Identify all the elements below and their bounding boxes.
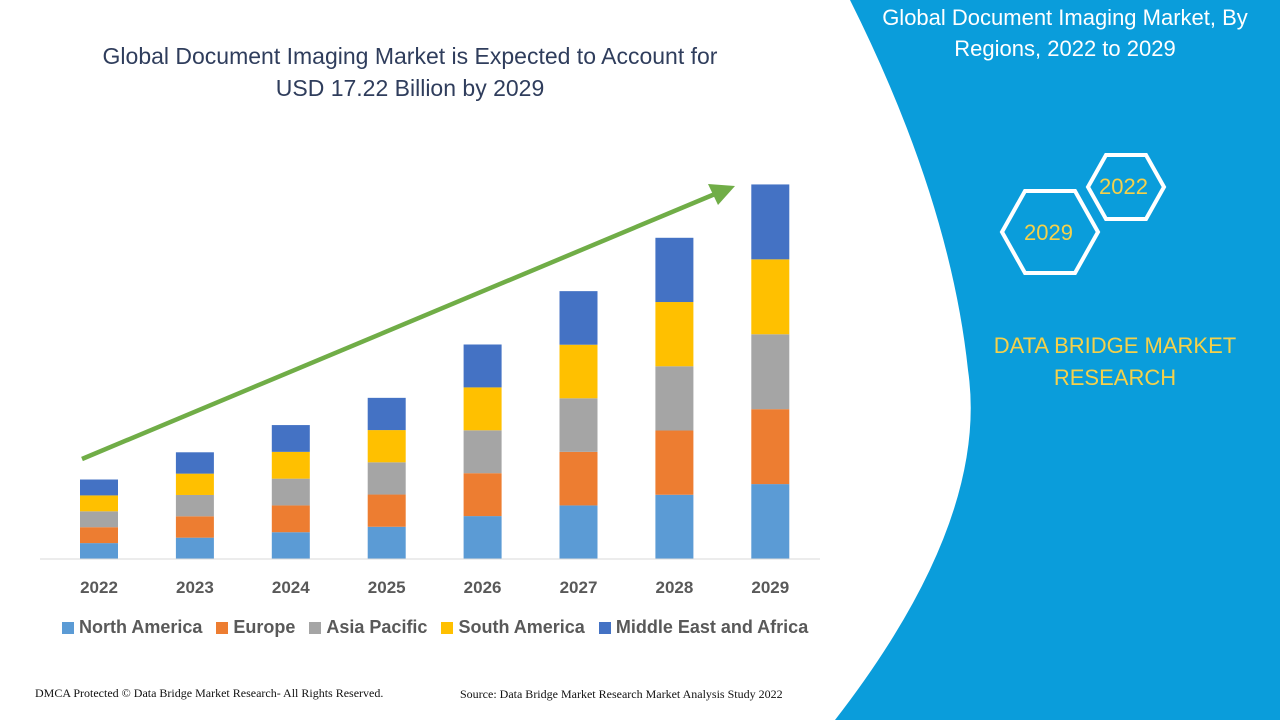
bar-2026-north-america — [463, 516, 502, 559]
bar-2023-asia-pacific — [175, 494, 214, 517]
trend-arrow — [81, 184, 735, 462]
bar-2027-south-america — [559, 344, 598, 399]
bar-2023-south-america — [175, 473, 214, 495]
bar-2028-south-america — [655, 302, 694, 367]
bar-2023-middle-east-and-africa — [175, 452, 214, 474]
bar-2024-south-america — [271, 451, 310, 479]
legend-item: North America — [62, 617, 202, 638]
brand-name: DATA BRIDGE MARKET RESEARCH — [993, 333, 1237, 390]
trend-arrow-line — [81, 191, 716, 462]
bar-2027-europe — [559, 451, 598, 506]
legend-label: Middle East and Africa — [615, 617, 809, 637]
x-tick-label: 2022 — [80, 578, 118, 597]
bar-2022-middle-east-and-africa — [80, 479, 118, 496]
source-note: Source: Data Bridge Market Research Mark… — [460, 687, 783, 701]
legend-item: Europe — [216, 617, 295, 638]
bar-2022-south-america — [80, 495, 118, 512]
legend-item: South America — [441, 617, 585, 638]
bar-2029-europe — [751, 409, 790, 485]
bar-2029-asia-pacific — [751, 334, 790, 410]
x-tick-label: 2027 — [560, 578, 598, 597]
legend-label: Europe — [233, 617, 296, 637]
bar-2027-north-america — [559, 505, 598, 559]
chart-legend: North America Europe Asia Pacific South Ame… — [62, 617, 808, 638]
legend-swatch — [62, 621, 74, 634]
side-panel-title: Global Document Imaging Market, By Regio… — [882, 5, 1248, 61]
legend-item: Asia Pacific — [309, 617, 427, 638]
bar-2027-asia-pacific — [559, 398, 598, 452]
bar-2026-middle-east-and-africa — [463, 344, 502, 388]
bar-2026-asia-pacific — [463, 430, 502, 474]
legend-swatch — [309, 621, 322, 634]
legend-label: South America — [458, 617, 585, 637]
legend-label: Asia Pacific — [326, 617, 428, 637]
legend-label: North America — [79, 617, 203, 637]
x-tick-label: 2025 — [368, 578, 406, 597]
bar-2028-asia-pacific — [655, 366, 694, 431]
bar-2022-europe — [80, 527, 118, 544]
trend-arrow-head — [708, 184, 735, 205]
bar-2029-north-america — [751, 484, 790, 559]
bar-2026-europe — [463, 473, 502, 517]
copyright-notice: DMCA Protected © Data Bridge Market Rese… — [35, 686, 384, 700]
bar-2024-middle-east-and-africa — [271, 425, 310, 452]
legend-swatch — [216, 621, 229, 634]
bar-2027-middle-east-and-africa — [559, 291, 598, 345]
bar-2026-south-america — [463, 387, 502, 431]
bar-2024-europe — [271, 505, 310, 533]
bar-2028-europe — [655, 430, 694, 495]
hex-year-2022: 2022 — [1099, 174, 1148, 199]
bar-2025-middle-east-and-africa — [367, 397, 406, 431]
x-tick-label: 2028 — [655, 578, 693, 597]
bar-2024-north-america — [271, 532, 310, 559]
bar-2022-north-america — [80, 543, 118, 559]
legend-item: Middle East and Africa — [598, 617, 809, 638]
blue-panel-shape — [835, 0, 1280, 720]
bar-2029-middle-east-and-africa — [751, 184, 790, 260]
bar-2029-south-america — [751, 259, 790, 335]
bar-2024-asia-pacific — [271, 478, 310, 506]
bar-2022-asia-pacific — [80, 511, 118, 528]
hex-year-2029: 2029 — [1024, 220, 1073, 245]
x-tick-label: 2029 — [751, 578, 789, 597]
bar-2025-south-america — [367, 430, 406, 463]
x-tick-label: 2024 — [272, 578, 310, 597]
chart-title: Global Document Imaging Market is Expect… — [102, 43, 718, 101]
legend-swatch — [598, 621, 611, 634]
bar-2025-asia-pacific — [367, 462, 406, 495]
hexagon-2022-icon — [1085, 153, 1167, 221]
bar-2028-middle-east-and-africa — [655, 237, 694, 303]
x-tick-label: 2023 — [176, 578, 214, 597]
bar-2025-north-america — [367, 526, 406, 559]
bar-2023-europe — [175, 516, 214, 538]
bar-2023-north-america — [175, 537, 214, 559]
legend-swatch — [441, 621, 454, 634]
hexagon-2029-icon — [999, 189, 1101, 275]
bar-2028-north-america — [655, 494, 694, 559]
x-tick-label: 2026 — [464, 578, 502, 597]
bar-2025-europe — [367, 494, 406, 527]
